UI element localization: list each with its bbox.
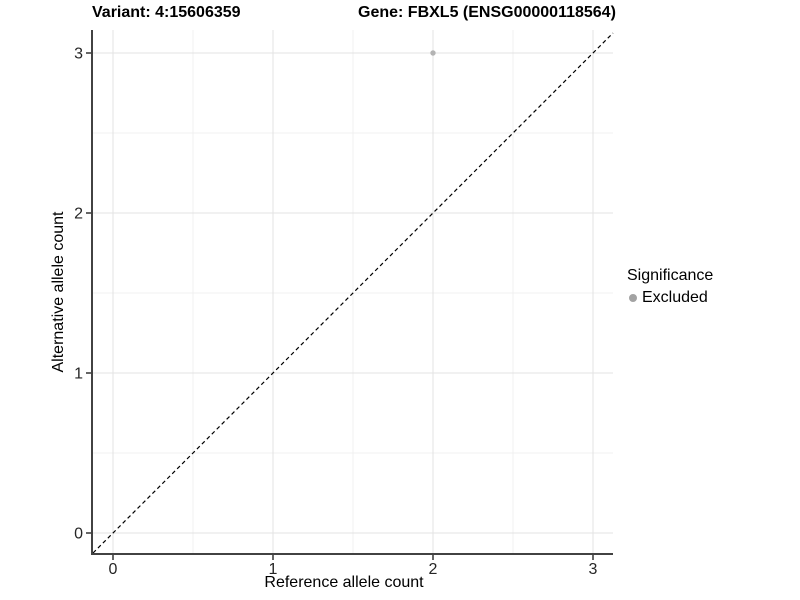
data-point bbox=[430, 50, 436, 56]
x-tick-label: 2 bbox=[429, 561, 438, 578]
legend-title: Significance bbox=[627, 267, 714, 284]
y-axis-title: Alternative allele count bbox=[50, 211, 67, 373]
y-tick-label: 1 bbox=[74, 366, 83, 383]
excluded-point-icon bbox=[629, 293, 637, 302]
x-tick-label: 3 bbox=[589, 561, 598, 578]
x-tick-label: 1 bbox=[269, 561, 278, 578]
y-tick-label: 0 bbox=[74, 526, 83, 543]
y-tick-label: 2 bbox=[74, 206, 83, 223]
x-axis-title: Reference allele count bbox=[264, 574, 424, 591]
identity-line bbox=[92, 32, 614, 554]
x-tick-label: 0 bbox=[109, 561, 118, 578]
y-tick-label: 3 bbox=[74, 46, 83, 63]
variant-title: Variant: 4:15606359 bbox=[92, 4, 241, 21]
gene-title: Gene: FBXL5 (ENSG00000118564) bbox=[358, 4, 616, 21]
legend: Significance Excluded bbox=[627, 266, 713, 307]
legend-item-label: Excluded bbox=[642, 289, 708, 306]
legend-item-excluded: Excluded bbox=[627, 288, 713, 307]
